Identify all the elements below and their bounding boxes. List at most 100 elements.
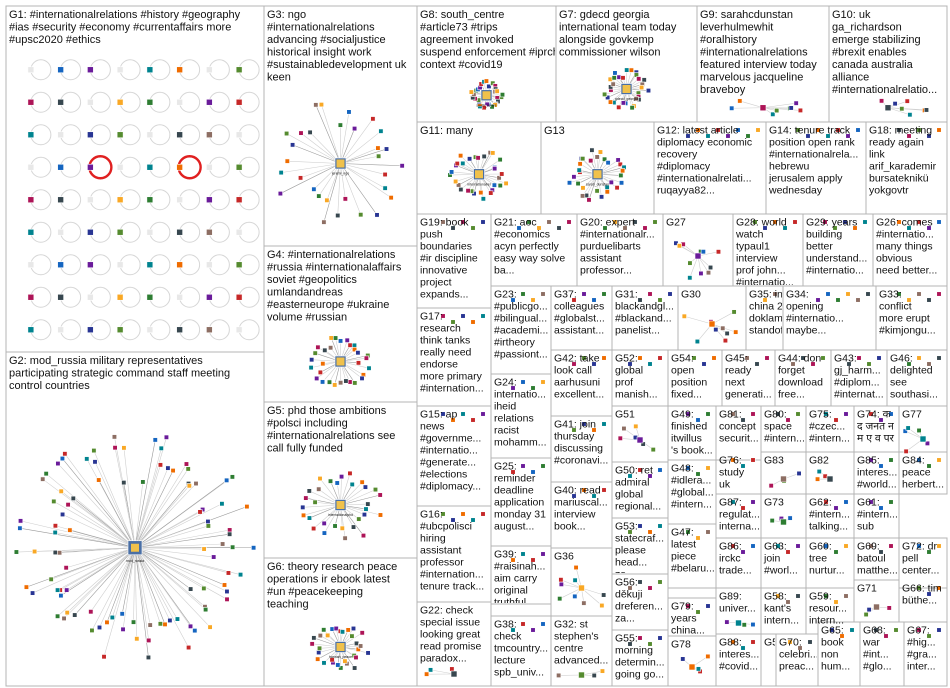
- group-label-line: interna...: [719, 521, 760, 533]
- group-label-line: #oralhistory: [700, 34, 757, 46]
- group-panel-g48: [667, 459, 717, 525]
- group-panel-g38: [490, 615, 552, 687]
- group-label-line: monday 31: [494, 509, 546, 521]
- graph-node: [797, 107, 803, 113]
- group-label-line: tenure track...: [420, 581, 484, 593]
- group-label-line: advancing #socialjustice: [267, 34, 386, 46]
- edge: [134, 464, 161, 548]
- graph-node: [852, 225, 858, 231]
- graph-node: [244, 504, 250, 510]
- edge: [121, 547, 136, 614]
- graph-node: [740, 417, 746, 423]
- grid-node: [116, 261, 124, 269]
- graph-node: [382, 171, 388, 178]
- graph-node: [321, 219, 327, 225]
- edge: [575, 567, 582, 589]
- graph-node: [730, 639, 736, 645]
- graph-node: [785, 549, 791, 555]
- group-label-line: thursday: [554, 431, 595, 443]
- edge: [59, 547, 136, 554]
- group-label-line: G31:: [615, 289, 638, 301]
- hub-avatar: [131, 543, 139, 552]
- edge: [134, 511, 201, 549]
- graph-node: [601, 291, 607, 297]
- graph-node: [530, 385, 536, 391]
- edge: [340, 163, 378, 216]
- group-label-g7: G7: gdecd georgia international team toda…: [559, 9, 677, 59]
- group-label-g14: G14: tenure track position open rank #inte…: [768, 125, 858, 197]
- graph-node: [926, 225, 932, 231]
- graph-node: [705, 529, 711, 535]
- edge: [340, 130, 382, 164]
- group-label-g21: G21: aoc #economics acyn perfectly easy way…: [494, 217, 565, 277]
- graph-node: [530, 627, 536, 633]
- graph-node: [807, 639, 813, 645]
- graph-node: [449, 169, 455, 175]
- group-label-g13: G13: [544, 125, 565, 137]
- hub-node: [708, 320, 716, 328]
- graph-node: [785, 417, 791, 423]
- edge: [67, 504, 136, 549]
- graph-node: [186, 483, 192, 489]
- group-label-g85: G85: interes... #world...: [857, 455, 897, 491]
- group-label-line: truthful...: [494, 597, 535, 609]
- group-label-line: G71: [857, 583, 877, 595]
- graph-node: [724, 330, 730, 336]
- node-layer: [13, 66, 942, 679]
- graph-node: [346, 109, 352, 115]
- hub-label: mod_russia: [126, 559, 144, 563]
- edge: [134, 547, 241, 575]
- edge: [134, 547, 214, 558]
- group-label-line: #glo...: [863, 661, 892, 673]
- group-label-line: lecture: [494, 655, 526, 667]
- graph-node: [322, 347, 328, 353]
- group-label-g37: G37: colleagues #globalst... assistant...: [554, 289, 605, 337]
- edge: [133, 547, 136, 623]
- group-label-line: G89:: [719, 591, 742, 603]
- group-label-g42: G42: take look call aarhusuni excellent...: [554, 353, 604, 401]
- group-label-line: #internationalrelations: [700, 47, 808, 59]
- group-panel-g65: [817, 621, 861, 687]
- group-label-line: uk: [719, 479, 731, 491]
- group-label-line: ba...: [494, 265, 514, 277]
- group-label-line: G32: st: [554, 619, 588, 631]
- graph-node: [52, 523, 58, 529]
- graph-node: [480, 313, 486, 319]
- group-label-line: more erupt: [879, 313, 930, 325]
- edge: [134, 521, 209, 549]
- graph-node: [59, 455, 65, 462]
- graph-node: [146, 637, 152, 643]
- graph-node: [480, 411, 486, 417]
- group-label-line: G43:: [834, 353, 857, 365]
- graph-node: [96, 477, 102, 483]
- group-label-g27: G27: [666, 217, 686, 229]
- graph-node: [174, 616, 180, 622]
- graph-node: [347, 470, 353, 476]
- graph-node: [769, 518, 775, 524]
- graph-node: [627, 641, 633, 647]
- graph-node: [328, 335, 334, 341]
- group-label-g59: G59: resour... intern...: [809, 591, 847, 627]
- graph-node: [311, 635, 317, 641]
- graph-node: [89, 627, 95, 633]
- group-label-line: #upsc2020 #ethics: [9, 34, 101, 46]
- edge: [134, 547, 228, 600]
- graph-node: [428, 667, 434, 673]
- group-panel-g25: [490, 457, 552, 547]
- group-label-line: resour...: [809, 603, 847, 615]
- edge: [19, 527, 136, 549]
- group-label-line: G53:: [615, 521, 638, 533]
- group-label-g19: G19: book push boundaries #ir discipline inn…: [420, 217, 478, 301]
- graph-node: [298, 175, 304, 181]
- graph-node: [540, 621, 546, 627]
- graph-node: [705, 411, 711, 417]
- graph-node: [599, 194, 605, 200]
- group-label-line: talking...: [809, 521, 848, 533]
- grid-node: [57, 163, 64, 171]
- group-label-line: G58:: [764, 591, 787, 603]
- group-label-g29: G29: years building better understand... #in…: [806, 217, 867, 277]
- graph-node: [454, 161, 460, 167]
- group-label-line: #world...: [857, 479, 897, 491]
- graph-node: [685, 411, 691, 417]
